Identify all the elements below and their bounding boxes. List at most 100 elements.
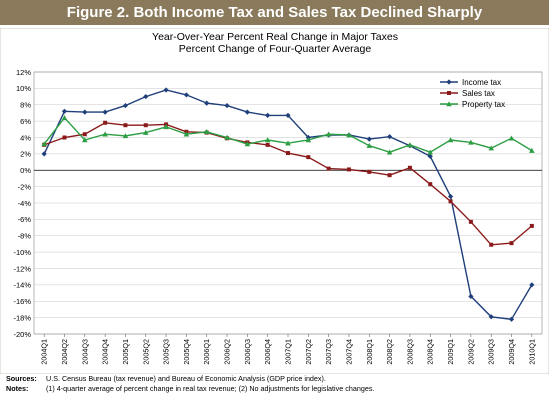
- chart-subtitle: Percent Change of Four-Quarter Average: [179, 43, 372, 55]
- y-tick-label: -18%: [13, 313, 31, 322]
- data-point: [508, 316, 515, 322]
- y-tick-label: 10%: [16, 84, 31, 93]
- x-tick-label: 2006Q4: [263, 339, 272, 365]
- y-tick-label: -6%: [18, 215, 32, 224]
- series: [41, 87, 535, 322]
- data-point: [163, 87, 169, 93]
- x-tick-label: 2009Q2: [466, 339, 475, 365]
- data-point: [244, 141, 251, 147]
- x-tick-label: 2009Q1: [446, 339, 455, 365]
- data-point: [41, 141, 47, 147]
- x-tick-label: 2005Q3: [162, 339, 171, 365]
- data-point: [103, 120, 108, 125]
- x-tick-label: 2004Q3: [80, 339, 89, 365]
- y-tick-label: 4%: [20, 133, 31, 142]
- data-point: [142, 129, 149, 135]
- data-point: [61, 115, 68, 121]
- data-point: [387, 134, 393, 140]
- data-point: [488, 145, 494, 151]
- chart-frame: [0, 28, 549, 374]
- x-tick-label: 2009Q3: [487, 339, 496, 365]
- x-tick-label: 2008Q4: [426, 339, 435, 365]
- x-tick-label: 2005Q2: [141, 339, 150, 365]
- axes: 12% 10% 8% 6% 4% 2% 0% -2% -4% -6% -8% -10% -12% -14%…: [13, 68, 543, 365]
- data-point: [407, 165, 412, 170]
- data-point: [366, 142, 373, 148]
- y-tick-label: -12%: [13, 264, 31, 273]
- sources-label: Sources:: [6, 374, 37, 383]
- x-tick-label: 2007Q3: [324, 339, 333, 365]
- y-tick-label: 0%: [20, 166, 31, 175]
- data-point: [447, 137, 454, 143]
- data-point: [427, 149, 434, 155]
- y-tick-label: 8%: [20, 101, 31, 110]
- grid: [34, 71, 542, 335]
- data-point: [82, 132, 87, 137]
- x-tick-label: 2010Q1: [527, 339, 536, 365]
- y-tick-label: -2%: [18, 182, 32, 191]
- x-tick-label: 2006Q3: [243, 339, 252, 365]
- data-point: [224, 102, 230, 109]
- legend: Income tax Sales tax Property tax: [440, 78, 505, 109]
- data-point: [61, 108, 68, 114]
- legend-label: Property tax: [462, 100, 505, 109]
- data-point: [447, 193, 454, 200]
- y-tick-label: -10%: [13, 248, 31, 257]
- data-point: [204, 100, 210, 106]
- data-point: [183, 92, 189, 98]
- data-point: [122, 133, 129, 139]
- y-tick-label: -16%: [13, 297, 31, 306]
- x-tick-label: 2006Q2: [223, 339, 232, 365]
- data-point: [183, 131, 190, 137]
- data-point: [203, 128, 210, 135]
- data-point: [468, 293, 474, 299]
- data-point: [82, 137, 88, 143]
- data-point: [163, 124, 169, 130]
- data-point: [305, 137, 312, 143]
- data-point: [306, 155, 311, 160]
- data-point: [489, 242, 494, 247]
- y-tick-label: -14%: [13, 281, 31, 290]
- y-tick-label: 12%: [16, 68, 31, 77]
- x-tick-label: 2005Q1: [121, 339, 130, 365]
- data-point: [529, 147, 535, 153]
- y-tick-label: -4%: [18, 199, 32, 208]
- legend-label: Income tax: [462, 78, 501, 87]
- chart-title: Year-Over-Year Percent Real Change in Ma…: [152, 31, 398, 43]
- x-tick-label: 2004Q4: [101, 339, 110, 365]
- data-point: [264, 137, 271, 143]
- sources-row: Sources: U.S. Census Bureau (tax revenue…: [6, 374, 546, 384]
- notes-row: Notes: (1) 4-quarter average of percent …: [6, 384, 546, 394]
- x-tick-label: 2007Q4: [344, 339, 353, 365]
- y-tick-label: -8%: [18, 232, 32, 241]
- data-point: [102, 109, 108, 115]
- data-point: [265, 142, 270, 147]
- data-point: [427, 153, 433, 159]
- data-point: [366, 136, 372, 142]
- x-tick-label: 2007Q2: [304, 339, 313, 365]
- x-tick-label: 2008Q2: [385, 339, 394, 365]
- x-tick-label: 2004Q2: [60, 339, 69, 365]
- data-point: [407, 142, 413, 148]
- data-point: [386, 149, 393, 155]
- data-point: [41, 151, 47, 157]
- x-tick-label: 2009Q4: [507, 339, 516, 365]
- footnotes: Sources: U.S. Census Bureau (tax revenue…: [6, 374, 546, 394]
- data-point: [387, 173, 392, 178]
- data-point: [123, 123, 128, 128]
- data-point: [508, 135, 515, 141]
- x-tick-label: 2006Q1: [202, 339, 211, 365]
- data-point: [346, 132, 352, 138]
- sources-text: U.S. Census Bureau (tax revenue) and Bur…: [46, 374, 326, 383]
- data-point: [367, 169, 372, 174]
- x-tick-label: 2004Q1: [40, 339, 49, 365]
- data-point: [468, 219, 473, 224]
- data-point: [286, 151, 290, 156]
- data-point: [265, 112, 271, 118]
- data-point: [448, 199, 453, 204]
- data-point: [326, 166, 331, 171]
- data-point: [122, 102, 129, 109]
- data-point: [285, 112, 291, 118]
- notes-text: (1) 4-quarter average of percent change …: [46, 384, 375, 393]
- data-point: [224, 134, 230, 140]
